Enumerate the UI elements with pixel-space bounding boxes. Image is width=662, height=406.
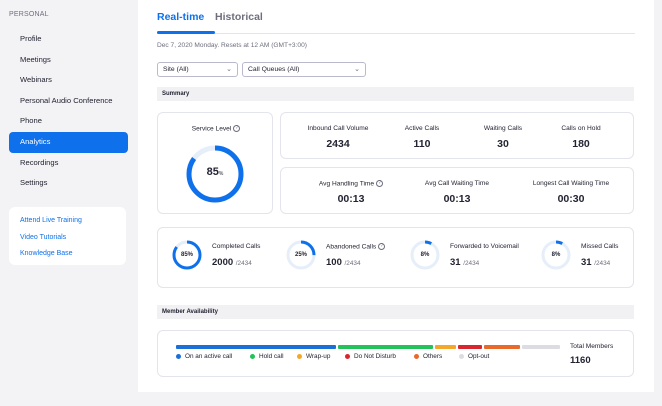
tab-bar: Real-time Historical: [157, 0, 635, 34]
completed-calls-ring: [172, 240, 202, 270]
waiting-calls-value: 30: [497, 138, 509, 150]
active-calls-label: Active Calls: [404, 125, 440, 132]
legend-opt-out: Opt-out: [459, 353, 489, 360]
inbound-call-volume-value: 2434: [326, 138, 350, 150]
tab-realtime[interactable]: Real-time: [157, 11, 205, 23]
missed-calls-percent: 8%: [551, 252, 561, 258]
chevron-down-icon: ⌄: [354, 66, 360, 73]
tab-historical[interactable]: Historical: [215, 11, 263, 23]
call-volume-stats-card: Inbound Call Volume 2434 Active Calls 11…: [280, 112, 634, 159]
call-queues-filter-value: Call Queues (All): [248, 66, 300, 73]
service-level-ring: [186, 145, 244, 203]
active-tab-indicator: [157, 31, 215, 34]
legend-dot-icon: [414, 353, 419, 359]
site-filter-dropdown[interactable]: Site (All) ⌄: [157, 62, 238, 77]
availability-segment-others: [484, 345, 520, 349]
availability-segment-opt-out: [521, 345, 560, 349]
legend-dot-icon: [345, 353, 350, 359]
active-calls-value: 110: [413, 138, 431, 150]
sidebar-item-analytics[interactable]: Analytics: [9, 131, 128, 153]
legend-dot-icon: [176, 353, 181, 359]
longest-call-waiting-time-value: 00:30: [557, 193, 585, 205]
reset-date-text: Dec 7, 2020 Monday. Resets at 12 AM (GMT…: [157, 42, 307, 49]
chevron-down-icon: ⌄: [226, 66, 232, 73]
sidebar-item-settings[interactable]: Settings: [20, 178, 48, 188]
member-availability-header: Member Availability: [157, 305, 634, 319]
legend-do-not-disturb: Do Not Disturb: [345, 353, 396, 360]
availability-segment-hold-call: [337, 345, 434, 349]
service-level-label: Service Level?: [158, 125, 274, 132]
calls-on-hold-value: 180: [572, 138, 590, 150]
abandoned-calls-percent: 25%: [294, 252, 307, 258]
service-level-card: Service Level? 85%: [157, 112, 273, 214]
member-availability-card: [157, 330, 634, 377]
calls-on-hold-label: Calls on Hold: [561, 125, 601, 132]
missed-calls-value: 31 /2434: [581, 257, 611, 268]
sidebar-section-header: PERSONAL: [9, 11, 49, 18]
sidebar-item-recordings[interactable]: Recordings: [20, 157, 59, 167]
avg-handling-time-value: 00:13: [337, 193, 365, 205]
legend-dot-icon: [459, 353, 464, 359]
forwarded-to-voicemail-percent: 8%: [420, 252, 430, 258]
total-members-label: Total Members: [570, 343, 614, 350]
forwarded-to-voicemail-value: 31 /2434: [450, 257, 480, 268]
help-icon[interactable]: ?: [378, 243, 386, 250]
abandoned-calls-label: Abandoned Calls?: [326, 243, 386, 250]
main-panel: Real-time Historical Dec 7, 2020 Monday.…: [138, 0, 654, 392]
legend-active-call: On an active call: [176, 353, 232, 360]
availability-segment-do-not-disturb: [458, 345, 483, 349]
service-level-value: 85%: [206, 166, 224, 178]
missed-calls-label: Missed Calls: [581, 243, 619, 250]
help-icon[interactable]: ?: [233, 125, 241, 132]
legend-hold-call: Hold call: [250, 353, 284, 360]
calls-breakdown-card: 85% Completed Calls 2000 /2434 25% Aband…: [157, 227, 634, 288]
availability-segment-wrap-up: [435, 345, 456, 349]
summary-header: Summary: [157, 87, 634, 101]
knowledge-base-link[interactable]: Knowledge Base: [20, 250, 73, 257]
sidebar-item-profile[interactable]: Profile: [20, 34, 42, 43]
attend-live-training-link[interactable]: Attend Live Training: [20, 217, 82, 224]
sidebar-item-phone[interactable]: Phone: [20, 116, 42, 126]
help-icon[interactable]: ?: [376, 180, 384, 187]
sidebar-item-personal-audio-conference[interactable]: Personal Audio Conference: [20, 95, 113, 105]
help-links-card: Attend Live Training Video Tutorials Kno…: [9, 207, 126, 265]
completed-calls-value: 2000 /2434: [212, 257, 252, 268]
legend-wrap-up: Wrap-up: [297, 353, 330, 360]
missed-calls-ring: [541, 240, 571, 270]
legend-others: Others: [414, 353, 442, 360]
call-queues-filter-dropdown[interactable]: Call Queues (All) ⌄: [242, 62, 366, 77]
abandoned-calls-ring: [286, 240, 316, 270]
legend-dot-icon: [297, 353, 302, 359]
video-tutorials-link[interactable]: Video Tutorials: [20, 233, 67, 241]
forwarded-to-voicemail-label: Forwarded to Voicemail: [450, 243, 519, 250]
abandoned-calls-value: 100 /2434: [326, 257, 361, 268]
sidebar-nav: Profile Meetings Webinars Personal Audio…: [9, 29, 128, 194]
waiting-calls-label: Waiting Calls: [483, 125, 523, 132]
legend-dot-icon: [250, 353, 255, 359]
total-members-value: 1160: [570, 355, 591, 366]
avg-call-waiting-time-value: 00:13: [443, 193, 471, 205]
wait-time-stats-card: Avg Handling Time? 00:13 Avg Call Waitin…: [280, 167, 634, 214]
sidebar-item-webinars[interactable]: Webinars: [20, 75, 52, 85]
sidebar-item-meetings[interactable]: Meetings: [20, 54, 51, 64]
sidebar: PERSONAL Profile Meetings Webinars Perso…: [0, 0, 137, 406]
completed-calls-label: Completed Calls: [212, 243, 261, 250]
avg-handling-time-label: Avg Handling Time?: [301, 180, 401, 187]
site-filter-value: Site (All): [163, 66, 189, 73]
inbound-call-volume-label: Inbound Call Volume: [307, 125, 369, 132]
availability-segment-on-an-active-call: [176, 345, 336, 349]
completed-calls-percent: 85%: [180, 252, 193, 258]
longest-call-waiting-time-label: Longest Call Waiting Time: [532, 180, 610, 187]
forwarded-to-voicemail-ring: [410, 240, 440, 270]
avg-call-waiting-time-label: Avg Call Waiting Time: [424, 180, 490, 187]
